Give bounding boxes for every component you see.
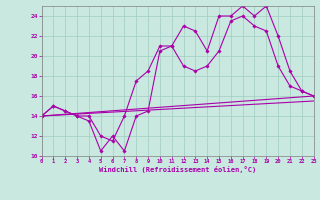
X-axis label: Windchill (Refroidissement éolien,°C): Windchill (Refroidissement éolien,°C) <box>99 166 256 173</box>
